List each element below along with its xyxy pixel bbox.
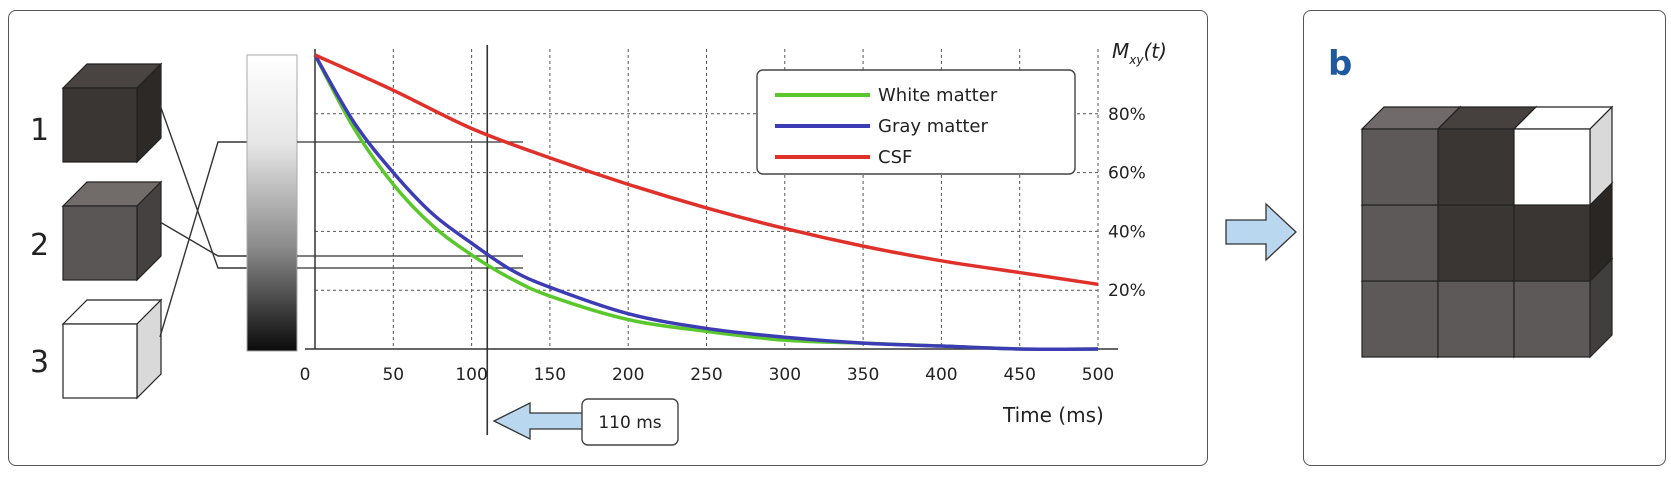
cube-label-2: 2 (30, 228, 49, 263)
series-gray-matter (313, 54, 1099, 351)
tissue-cubes (61, 62, 163, 400)
grayscale-bar (246, 54, 298, 352)
cube-label-3: 3 (30, 345, 49, 380)
x-tick-labels: 0 50 100 150 200 250 300 350 400 450 500 (300, 365, 1115, 385)
connector-3 (159, 141, 247, 338)
y-tick-labels: 80% 60% 40% 20% (1108, 105, 1146, 301)
x-tick-300: 300 (769, 365, 801, 385)
x-tick-0: 0 (300, 365, 311, 385)
right-arrow-icon (1225, 202, 1297, 262)
x-axis-title: Time (ms) (1002, 403, 1104, 427)
time-marker-label: 110 ms (598, 413, 661, 433)
y-tick-60: 60% (1108, 164, 1146, 184)
reference-lines (297, 141, 523, 269)
series-csf (314, 53, 1099, 287)
cube-1 (61, 62, 163, 164)
connector-2 (159, 221, 247, 257)
y-tick-80: 80% (1108, 105, 1146, 125)
cube-2 (61, 180, 163, 282)
x-tick-250: 250 (690, 365, 722, 385)
cube-3 (61, 298, 163, 400)
x-tick-200: 200 (612, 365, 644, 385)
left-arrow-icon (492, 401, 586, 441)
x-tick-350: 350 (847, 365, 879, 385)
legend-label-gray: Gray matter (878, 116, 989, 137)
x-tick-150: 150 (534, 365, 566, 385)
x-tick-400: 400 (925, 365, 957, 385)
cube-label-1: 1 (30, 113, 49, 148)
x-tick-50: 50 (382, 365, 404, 385)
connector-1 (159, 104, 247, 269)
time-marker-callout: 110 ms (492, 398, 679, 446)
time-marker-box (581, 398, 679, 446)
panel-b-letter: b (1328, 44, 1352, 84)
x-tick-450: 450 (1003, 365, 1035, 385)
chart-legend: White matter Gray matter CSF (756, 69, 1076, 175)
cube-connectors (159, 104, 247, 338)
y-axis-title: Mxy(t) (1112, 39, 1167, 67)
y-tick-20: 20% (1108, 281, 1146, 301)
voxel-grid (1360, 105, 1614, 359)
x-tick-500: 500 (1082, 365, 1114, 385)
legend-label-white: White matter (878, 85, 998, 106)
decay-chart: 0 50 100 150 200 250 300 350 400 450 500 80% 60% 40%… (297, 39, 1167, 435)
y-tick-40: 40% (1108, 222, 1146, 242)
x-tick-100: 100 (455, 365, 487, 385)
legend-label-csf: CSF (878, 147, 912, 168)
series-lines (313, 53, 1099, 351)
voxel-r1-c3 (1512, 105, 1614, 207)
